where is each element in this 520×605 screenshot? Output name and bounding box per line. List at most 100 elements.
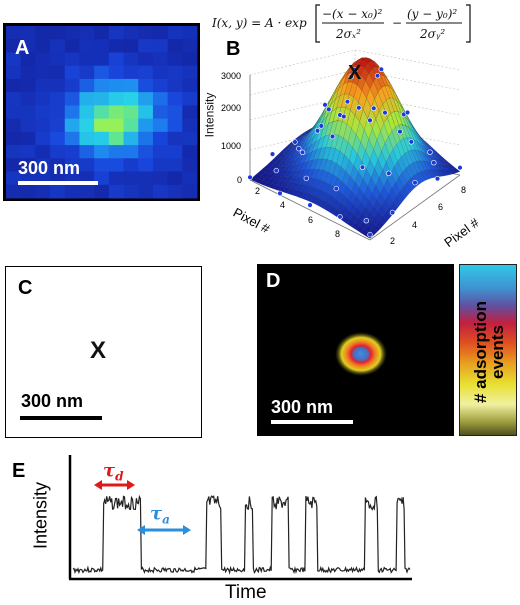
pixel [94,52,109,66]
pixel [109,92,124,106]
data-point [334,186,339,191]
pixel [94,158,109,172]
pixel [65,145,80,159]
panel-c-scalebar-label: 300 nm [21,391,83,412]
panel-c: C X 300 nm [5,266,202,438]
pixel [94,66,109,80]
pixel [94,132,109,146]
pixel [35,92,50,106]
pixel [182,158,197,172]
pixel [153,26,168,40]
y-tick-2: 2 [390,236,395,246]
pixel [138,132,153,146]
pixel [168,145,183,159]
data-point [341,114,346,119]
y-tick-4: 4 [412,220,417,230]
y-tick-6: 6 [438,202,443,212]
pixel [6,92,21,106]
pixel [65,66,80,80]
svg-text:−(x − x₀)²: −(x − x₀)² [322,7,382,21]
data-point [431,160,436,165]
svg-text:−: − [392,16,402,30]
data-point [413,180,418,185]
pixel [94,145,109,159]
data-point [274,168,279,173]
pixel [21,92,36,106]
pixel [79,119,94,133]
data-point [390,210,395,215]
pixel [50,105,65,119]
data-point [270,152,275,157]
pixel [79,185,94,199]
data-point [326,107,331,112]
pixel [65,185,80,199]
pixel [124,66,139,80]
pixel [153,39,168,53]
pixel [168,66,183,80]
panel-b-label: B [226,38,240,61]
pixel [21,66,36,80]
intensity-trace-line [73,496,410,573]
pixel [168,52,183,66]
svg-text:I(x, y) = A · exp: I(x, y) = A · exp [212,16,307,30]
data-point [360,165,365,170]
data-point [293,140,298,145]
pixel [35,52,50,66]
z-axis-label: Intensity [202,93,216,138]
pixel [109,26,124,40]
panel-a-scalebar-label: 300 nm [18,158,80,179]
pixel [153,145,168,159]
pixel [124,158,139,172]
pixel [138,39,153,53]
pixel [65,119,80,133]
panel-b: B X Intensity 3000 2000 1000 0 2 4 6 8 2… [205,40,520,262]
pixel [168,132,183,146]
pixel [182,66,197,80]
pixel [182,39,197,53]
data-point [338,214,343,219]
pixel [35,119,50,133]
pixel [50,92,65,106]
pixel [21,119,36,133]
data-point [315,128,320,133]
pixel [35,26,50,40]
pixel [153,172,168,186]
pixel [79,105,94,119]
localization-marker-2 [98,341,99,342]
data-point [386,171,391,176]
pixel [182,119,197,133]
data-point [383,110,388,115]
pixel [79,145,94,159]
svg-text:2σᵧ²: 2σᵧ² [419,27,445,41]
pixel [153,132,168,146]
data-point [405,110,410,115]
panel-a-label: A [15,37,29,60]
pixel [138,26,153,40]
pixel [21,145,36,159]
pixel [94,185,109,199]
pixel [35,145,50,159]
pixel [168,26,183,40]
pixel [124,52,139,66]
pixel [94,39,109,53]
colorbar: # adsorption events [459,264,517,436]
pixel [35,39,50,53]
panel-c-scalebar [20,416,102,420]
pixel [153,66,168,80]
pixel [182,92,197,106]
pixel [109,145,124,159]
pixel [138,185,153,199]
pixel [109,79,124,93]
pixel [168,172,183,186]
pixel [50,39,65,53]
x-tick-6: 6 [308,215,313,225]
data-point [435,176,440,181]
pixel [138,119,153,133]
pixel [65,105,80,119]
pixel [168,119,183,133]
panel-d: D 300 nm [257,264,454,436]
panel-d-scalebar-label: 300 nm [271,397,333,418]
pixel [182,105,197,119]
x-tick-4: 4 [280,200,285,210]
pixel [138,172,153,186]
